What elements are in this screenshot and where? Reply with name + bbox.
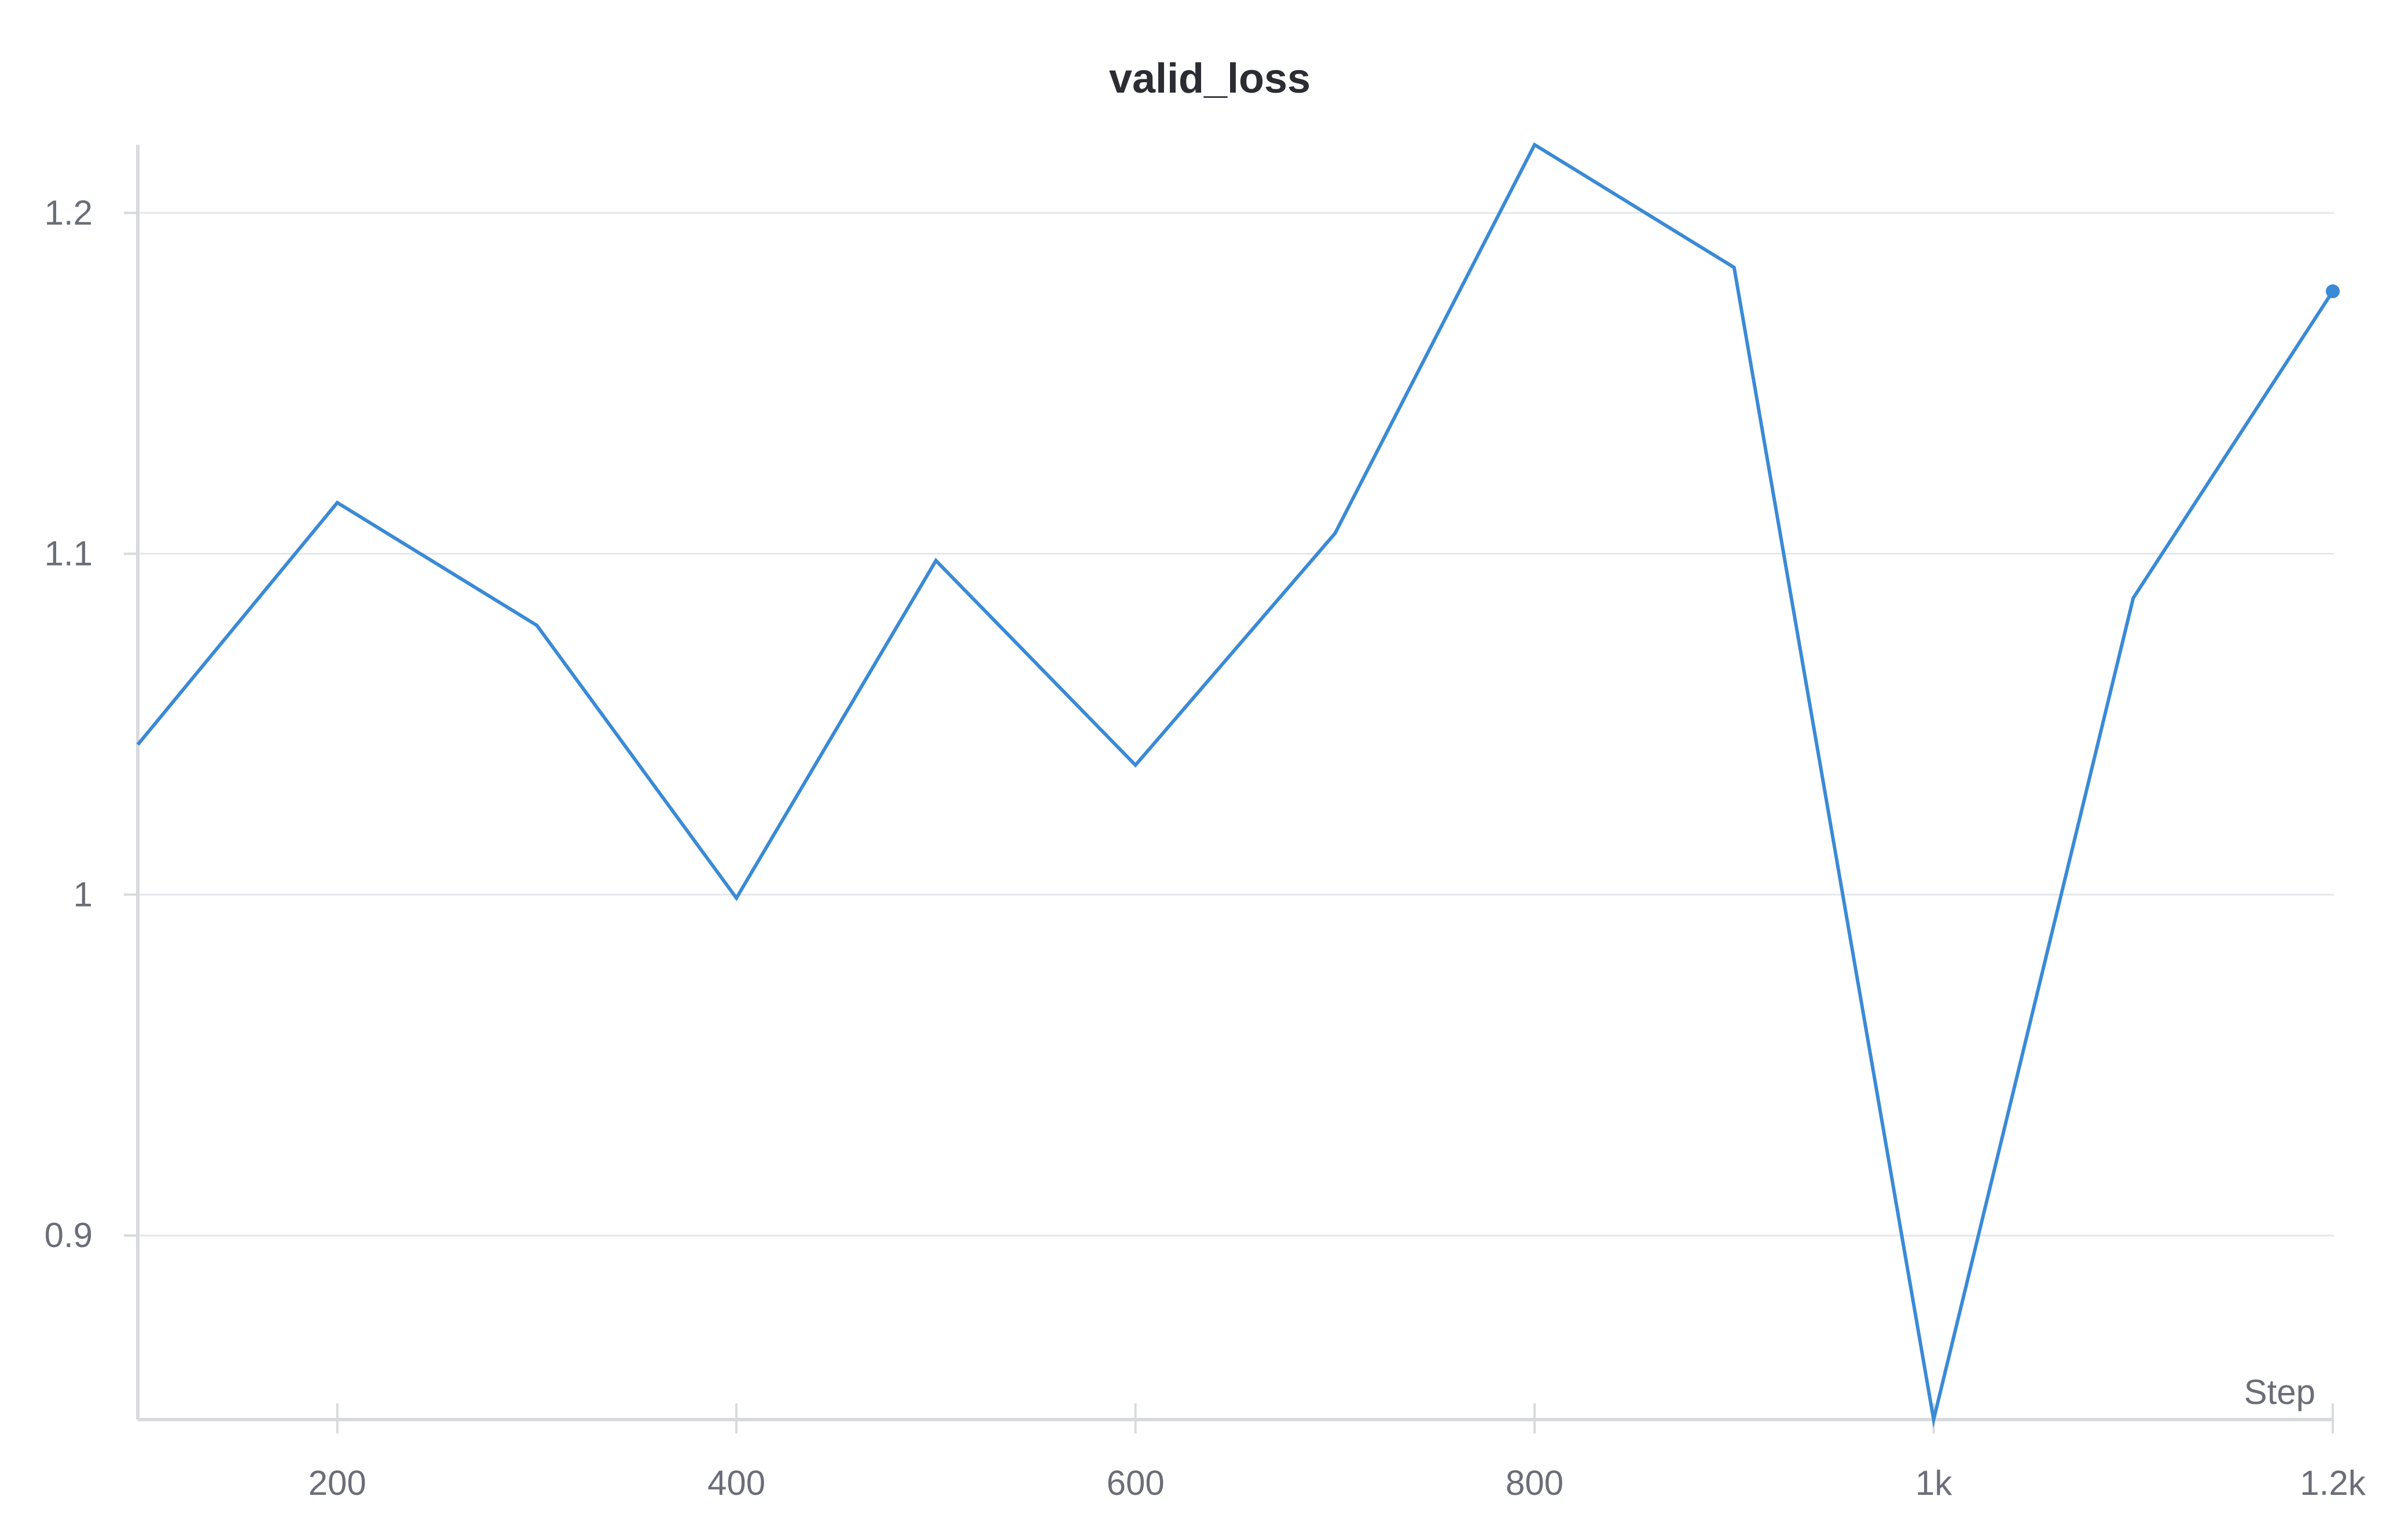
series-lines	[136, 142, 2340, 1428]
x-tick-label-4: 1k	[1915, 1464, 1952, 1502]
gridlines	[138, 212, 2334, 1237]
x-tick-label-0: 200	[309, 1464, 366, 1502]
x-axis-label: Step	[2244, 1373, 2315, 1411]
y-tick-label-1: 1	[74, 875, 93, 914]
x-tick-label-5: 1.2k	[2300, 1464, 2366, 1502]
x-tick-label-1: 400	[707, 1464, 765, 1502]
data-point-0-11	[2326, 284, 2340, 299]
y-tick-label-0: 0.9	[45, 1216, 93, 1255]
x-tick-label-3: 800	[1506, 1464, 1563, 1502]
chart-title: valid_loss	[1109, 56, 1311, 102]
series-line-valid_loss	[136, 142, 2334, 1428]
axes	[124, 145, 2334, 1433]
y-tick-label-3: 1.2	[45, 193, 93, 232]
y-tick-label-2: 1.1	[45, 534, 93, 573]
tick-labels: 0.9 1 1.1 1.2 200 400 600 800 1k 1.2k	[45, 193, 2366, 1502]
x-tick-label-2: 600	[1107, 1464, 1165, 1502]
